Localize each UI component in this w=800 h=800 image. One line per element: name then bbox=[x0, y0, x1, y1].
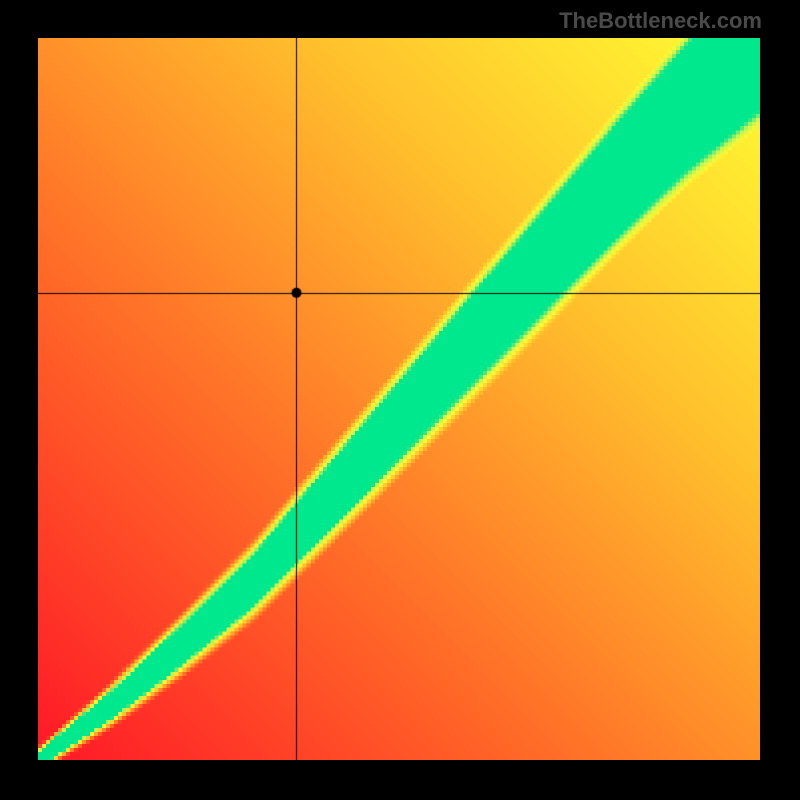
watermark-text: TheBottleneck.com bbox=[559, 8, 762, 34]
chart-container: TheBottleneck.com bbox=[0, 0, 800, 800]
crosshair-overlay bbox=[38, 38, 760, 760]
